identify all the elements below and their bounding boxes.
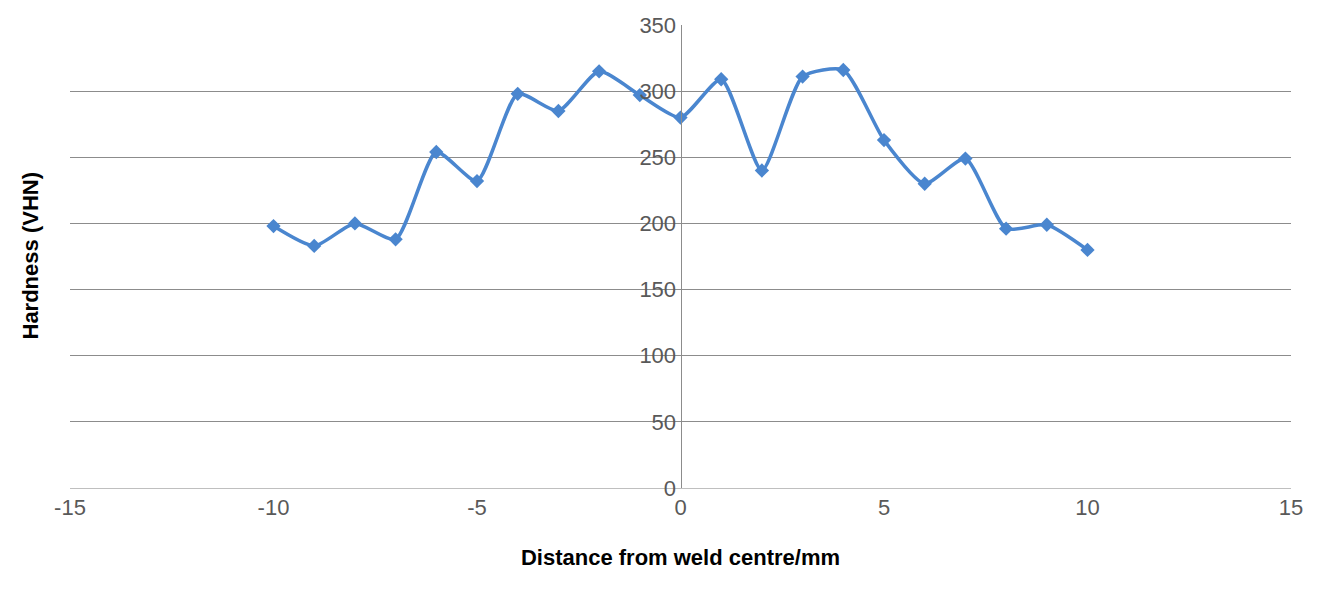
svg-text:Hardness (VHN): Hardness (VHN) xyxy=(18,172,43,339)
svg-text:300: 300 xyxy=(639,79,676,104)
svg-text:100: 100 xyxy=(639,343,676,368)
svg-text:250: 250 xyxy=(639,145,676,170)
svg-text:0: 0 xyxy=(674,495,686,520)
svg-text:-5: -5 xyxy=(467,495,487,520)
svg-text:10: 10 xyxy=(1075,495,1099,520)
svg-text:-10: -10 xyxy=(258,495,290,520)
svg-text:Distance from weld centre/mm: Distance from weld centre/mm xyxy=(521,545,840,570)
svg-text:50: 50 xyxy=(652,410,676,435)
svg-text:15: 15 xyxy=(1279,495,1303,520)
svg-text:200: 200 xyxy=(639,211,676,236)
svg-text:0: 0 xyxy=(664,476,676,501)
svg-text:150: 150 xyxy=(639,277,676,302)
svg-text:5: 5 xyxy=(878,495,890,520)
svg-text:-15: -15 xyxy=(54,495,86,520)
svg-text:350: 350 xyxy=(639,13,676,38)
